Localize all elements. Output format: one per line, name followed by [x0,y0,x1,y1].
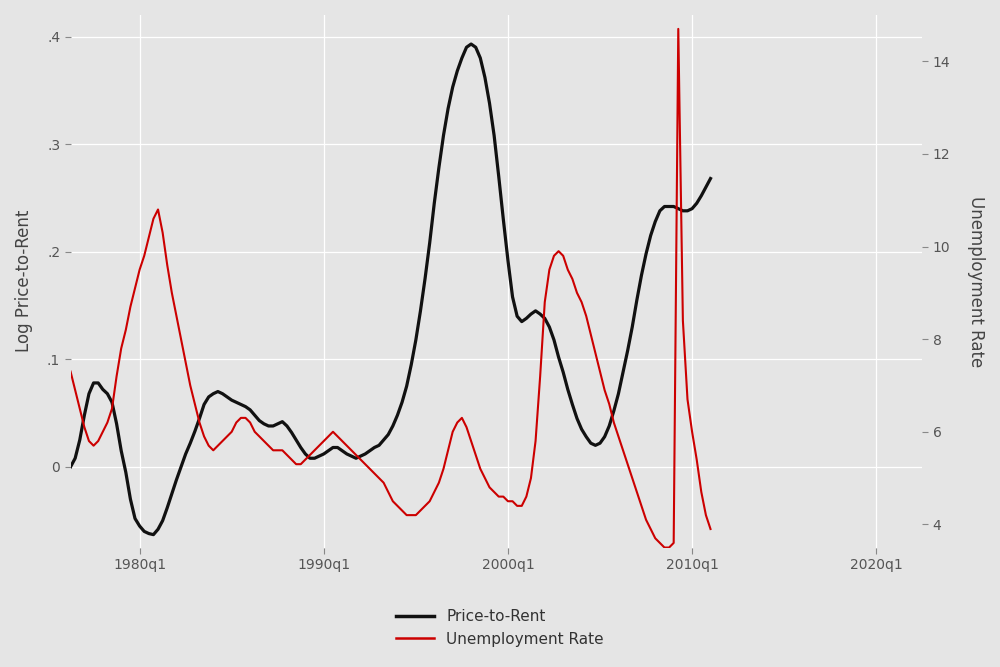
Legend: Price-to-Rent, Unemployment Rate: Price-to-Rent, Unemployment Rate [390,603,610,653]
Y-axis label: Log Price-to-Rent: Log Price-to-Rent [15,210,33,352]
Y-axis label: Unemployment Rate: Unemployment Rate [967,195,985,367]
